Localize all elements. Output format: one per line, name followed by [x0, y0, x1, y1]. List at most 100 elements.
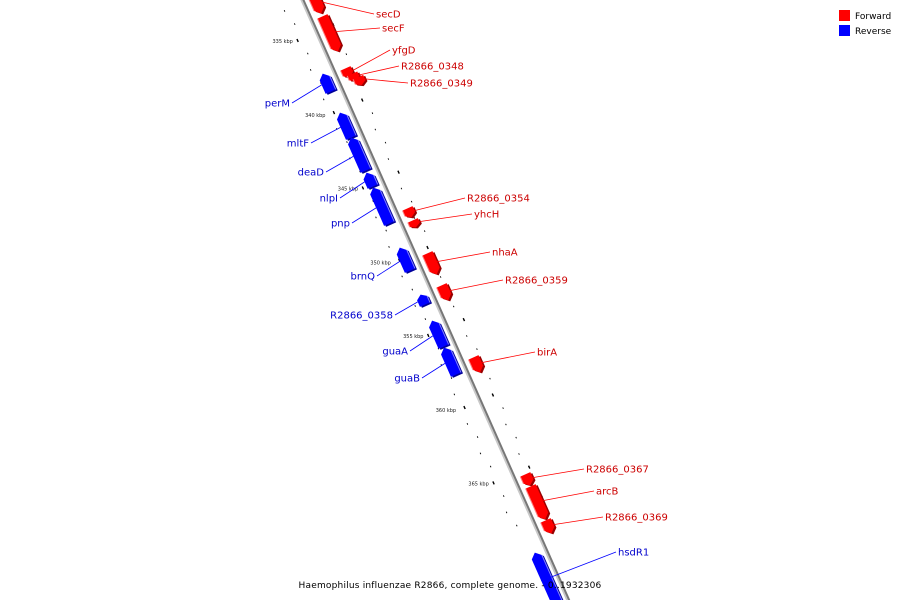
gene-arrow[interactable]	[353, 74, 366, 86]
gene-label[interactable]: birA	[537, 348, 557, 359]
gene-arcB[interactable]: arcB	[525, 484, 619, 521]
gene-arrow[interactable]	[396, 247, 415, 273]
gene-arrow[interactable]	[417, 294, 431, 307]
gene-label[interactable]: arcB	[596, 487, 619, 498]
gene-label[interactable]: R2866_0359	[505, 276, 568, 287]
gene-leader-line	[481, 351, 536, 364]
gene-R2866_0367[interactable]: R2866_0367	[519, 465, 649, 487]
gene-mltF[interactable]: mltF	[287, 112, 359, 150]
gene-label[interactable]: nlpI	[320, 194, 338, 205]
gene-label[interactable]: secD	[376, 10, 401, 21]
gene-label[interactable]: yfgD	[392, 46, 416, 57]
tick-mark	[505, 423, 507, 426]
gene-secD[interactable]: secD	[308, 0, 401, 21]
gene-arrow[interactable]	[407, 218, 420, 228]
gene-label[interactable]: nhaA	[492, 248, 518, 259]
tick-mark	[307, 52, 309, 55]
tick-mark	[283, 10, 286, 12]
gene-label[interactable]: brnQ	[351, 272, 376, 283]
tick-mark	[296, 38, 299, 43]
tick-mark	[346, 141, 348, 143]
gene-R2866_0354[interactable]: R2866_0354	[402, 194, 530, 219]
gene-arrow[interactable]	[402, 206, 416, 218]
tick-mark	[424, 318, 427, 320]
gene-arrow[interactable]	[422, 251, 440, 275]
genome-backbone	[300, 0, 571, 600]
gene-deaD[interactable]: deaD	[298, 137, 373, 179]
tick-mark	[397, 170, 400, 174]
gene-nlpI[interactable]: nlpI	[320, 172, 380, 205]
gene-secF[interactable]: secF	[316, 14, 405, 53]
gene-nhaA[interactable]: nhaA	[421, 248, 518, 276]
gene-leader-line	[322, 1, 375, 15]
gene-arrow-highlight	[406, 249, 416, 269]
tick-mark	[452, 305, 455, 308]
gene-pnp[interactable]: pnp	[331, 187, 397, 230]
gene-label[interactable]: hsdR1	[618, 548, 649, 559]
gene-arrow[interactable]	[319, 73, 336, 94]
gene-R2866_0359[interactable]: R2866_0359	[436, 276, 568, 302]
gene-arrow[interactable]	[340, 66, 354, 78]
gene-birA[interactable]: birA	[467, 348, 557, 374]
tick-mark	[360, 98, 364, 102]
gene-label[interactable]: perM	[265, 99, 290, 110]
tick-label: 350 kbp	[370, 260, 390, 266]
gene-label[interactable]: R2866_0367	[586, 465, 649, 476]
gene-arrow[interactable]	[348, 137, 371, 173]
gene-arrow-highlight	[421, 255, 431, 273]
tick-mark	[411, 288, 414, 291]
tick-label: 340 kbp	[305, 113, 325, 119]
gene-label[interactable]: guaB	[394, 374, 420, 385]
gene-label[interactable]: R2866_0369	[605, 513, 668, 524]
gene-arrow-highlight	[525, 488, 539, 518]
gene-arrow[interactable]	[441, 347, 462, 377]
gene-arrow[interactable]	[336, 112, 357, 140]
gene-label[interactable]: yhcH	[474, 210, 499, 221]
tick-mark	[413, 217, 416, 219]
gene-arrow[interactable]	[308, 0, 325, 14]
gene-arrow[interactable]	[370, 187, 395, 226]
gene-arrow[interactable]	[531, 552, 563, 600]
gene-R2866_0369[interactable]: R2866_0369	[540, 513, 668, 535]
gene-arrow-highlight	[541, 554, 563, 600]
gene-leader-line	[376, 261, 401, 277]
tick-mark	[437, 347, 440, 350]
gene-R2866_0358[interactable]: R2866_0358	[330, 294, 433, 322]
gene-guaA[interactable]: guaA	[382, 320, 451, 358]
tick-mark	[345, 53, 348, 56]
gene-arrow[interactable]	[436, 283, 452, 301]
gene-leader-line	[291, 84, 322, 104]
gene-guaB[interactable]: guaB	[394, 347, 464, 385]
gene-label[interactable]: guaA	[382, 347, 408, 358]
tick-mark	[518, 453, 520, 455]
gene-leader-line	[352, 49, 391, 71]
legend-label-reverse: Reverse	[855, 27, 892, 37]
gene-arrow-highlight	[402, 210, 406, 217]
gene-label[interactable]: R2866_0348	[401, 62, 464, 73]
tick-mark	[371, 112, 374, 115]
gene-label[interactable]: R2866_0354	[467, 194, 530, 205]
gene-leader-line	[553, 516, 604, 526]
gene-label[interactable]: mltF	[287, 139, 309, 150]
gene-hsdR1[interactable]: hsdR1	[531, 548, 649, 600]
tick-label: 355 kbp	[403, 334, 423, 340]
gene-arrow[interactable]	[317, 14, 341, 52]
gene-leader-line	[449, 279, 504, 292]
gene-label[interactable]: R2866_0358	[330, 311, 393, 322]
gene-R2866_0349[interactable]: R2866_0349	[352, 74, 473, 90]
gene-arrow[interactable]	[525, 484, 549, 520]
gene-label[interactable]: secF	[382, 24, 405, 35]
tick-mark	[414, 305, 416, 307]
gene-arrow[interactable]	[429, 320, 449, 349]
gene-label[interactable]: deaD	[298, 168, 325, 179]
gene-arrow-highlight	[540, 522, 545, 532]
gene-arrow-highlight	[340, 70, 344, 77]
gene-label[interactable]: R2866_0349	[410, 79, 473, 90]
gene-arrow[interactable]	[520, 472, 534, 486]
gene-yfgD[interactable]: yfgD	[340, 46, 416, 79]
gene-label[interactable]: pnp	[331, 219, 350, 230]
gene-perM[interactable]: perM	[265, 73, 338, 110]
gene-yhcH[interactable]: yhcH	[407, 210, 500, 229]
gene-arrow[interactable]	[468, 355, 484, 373]
gene-brnQ[interactable]: brnQ	[351, 247, 417, 283]
